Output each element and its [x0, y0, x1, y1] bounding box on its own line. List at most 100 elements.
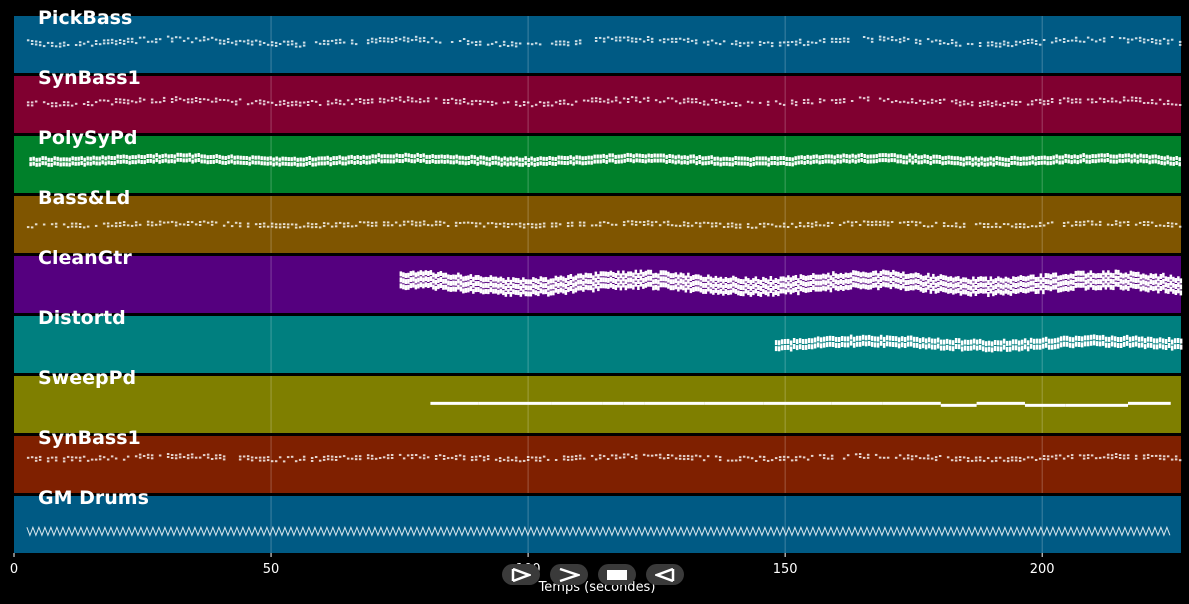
note [1164, 288, 1168, 294]
note [926, 38, 930, 41]
note [197, 158, 200, 162]
note [344, 161, 347, 166]
note [58, 45, 62, 48]
note [362, 159, 365, 164]
note [90, 458, 94, 461]
note [578, 454, 582, 457]
note [542, 101, 546, 104]
note [915, 336, 919, 342]
note [302, 162, 305, 167]
note [412, 270, 415, 276]
note [1122, 99, 1126, 102]
note [113, 161, 116, 166]
note [699, 287, 703, 293]
note [365, 155, 368, 160]
note [562, 458, 566, 461]
note [724, 289, 728, 294]
rewind-button[interactable] [646, 564, 684, 585]
note [884, 276, 888, 282]
note [734, 105, 738, 107]
note [1134, 335, 1138, 341]
note [739, 279, 743, 284]
note [98, 156, 101, 161]
note [722, 284, 725, 290]
note [1082, 220, 1086, 223]
note [934, 456, 938, 459]
note [402, 278, 405, 284]
note [1134, 99, 1138, 102]
note [53, 156, 56, 161]
note [422, 457, 426, 460]
stop-button[interactable] [598, 564, 636, 585]
note [166, 453, 170, 455]
note [452, 155, 455, 160]
note [665, 159, 668, 164]
note [462, 288, 465, 294]
note [680, 155, 683, 160]
note [502, 225, 506, 228]
note [537, 291, 540, 297]
note [377, 153, 380, 158]
note [854, 270, 858, 276]
note [978, 42, 982, 44]
note [38, 44, 42, 47]
note [717, 289, 720, 295]
note [114, 222, 118, 225]
note [692, 287, 695, 292]
note [506, 162, 509, 167]
note [699, 281, 703, 287]
note [924, 275, 928, 281]
note [86, 101, 90, 103]
note [330, 458, 334, 461]
note [399, 271, 403, 277]
note [290, 455, 294, 458]
note [994, 100, 998, 103]
note [934, 100, 938, 103]
note [302, 458, 306, 461]
note [1022, 458, 1026, 461]
note [1113, 336, 1117, 342]
note [346, 225, 350, 228]
note [1025, 156, 1028, 161]
note [942, 222, 946, 225]
note [854, 154, 857, 159]
note [882, 36, 886, 39]
track-label: SweepPd [38, 367, 136, 389]
note [698, 155, 701, 159]
note [889, 272, 893, 278]
note [802, 456, 806, 459]
note [738, 456, 742, 459]
note [263, 161, 266, 166]
note [914, 158, 917, 163]
play-button[interactable] [502, 564, 540, 585]
forward-button[interactable] [550, 564, 588, 585]
note [426, 456, 430, 459]
note [330, 225, 334, 228]
note [774, 340, 778, 346]
note [422, 39, 426, 42]
note [873, 336, 877, 342]
note [619, 285, 623, 291]
note [581, 161, 584, 166]
note [338, 155, 341, 160]
note [749, 285, 753, 291]
note [383, 154, 386, 159]
note [626, 98, 630, 100]
note [455, 159, 458, 164]
note [634, 220, 638, 223]
note [834, 285, 838, 291]
note [1150, 455, 1154, 457]
note [686, 222, 690, 225]
note [1050, 344, 1054, 350]
note [434, 455, 438, 457]
note [898, 221, 902, 224]
note [682, 285, 685, 291]
note [929, 276, 933, 282]
note [929, 288, 933, 294]
note [1154, 285, 1158, 291]
note [813, 337, 817, 343]
note [654, 272, 658, 278]
note [704, 288, 708, 294]
note [684, 275, 688, 281]
note [1149, 342, 1153, 348]
